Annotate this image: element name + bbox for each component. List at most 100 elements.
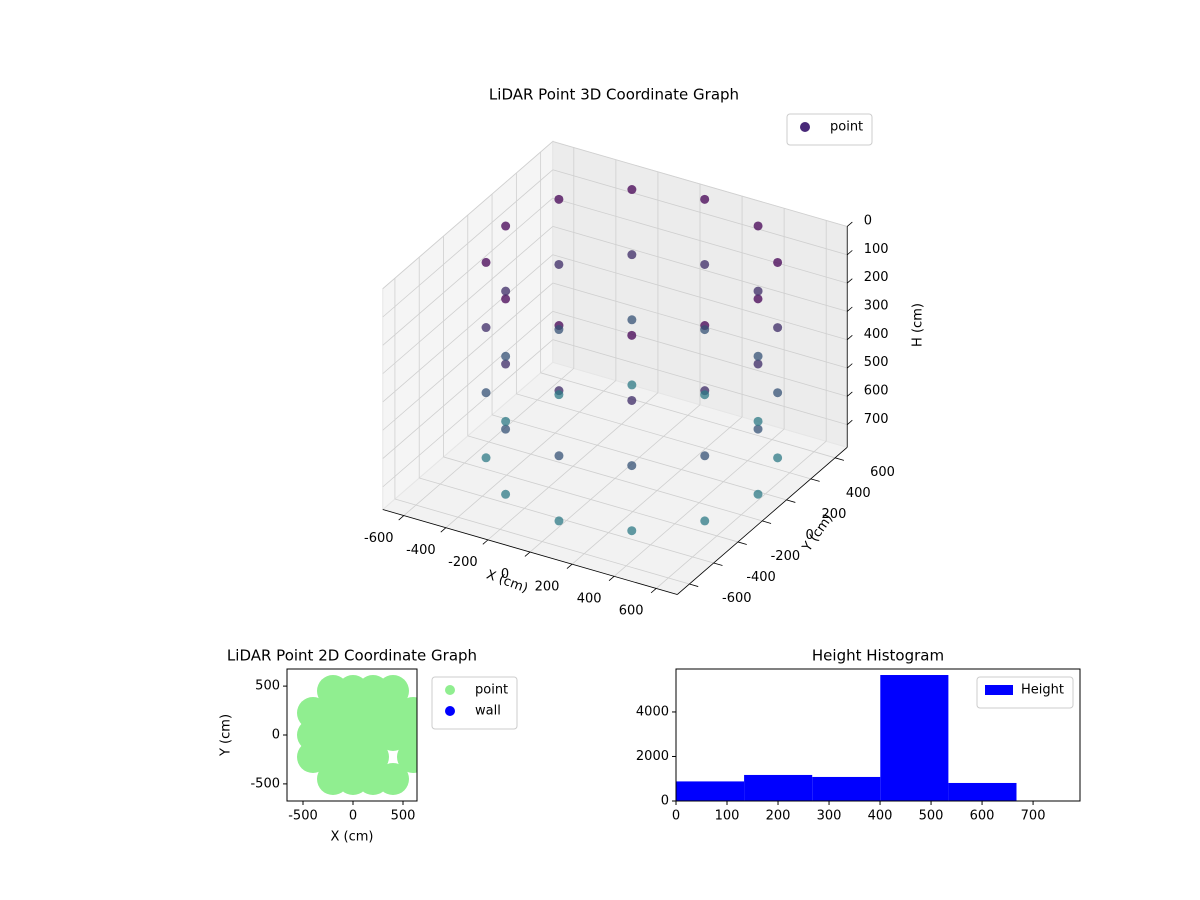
point: [554, 259, 564, 269]
x-tick-label: 0: [349, 809, 357, 824]
legend-label: point: [475, 683, 508, 698]
y-tick-label: 0: [661, 794, 669, 809]
x-tick-label: 300: [817, 809, 842, 824]
point: [481, 323, 491, 333]
y-axis-line: [676, 447, 848, 595]
grid-line: [394, 498, 690, 585]
tick-mark: [810, 478, 820, 482]
grid-line: [382, 226, 554, 374]
tick-mark: [482, 539, 489, 545]
legend-label: point: [830, 120, 863, 135]
point: [753, 489, 763, 499]
x-tick-label: 0: [672, 809, 680, 824]
grid-line: [419, 477, 714, 564]
point: [554, 451, 564, 461]
point: [501, 294, 511, 304]
bar: [812, 776, 881, 801]
x-axis-label: X (cm): [331, 830, 374, 845]
point: [773, 323, 783, 333]
z-tick-label: 200: [864, 270, 889, 285]
tick-mark: [737, 541, 747, 545]
legend-marker: [445, 685, 455, 695]
tick-mark: [846, 306, 853, 312]
grid-line: [382, 311, 554, 459]
point: [753, 294, 763, 304]
z-tick-label: 400: [864, 327, 889, 342]
y-tick-label: 500: [255, 679, 280, 694]
tick-mark: [608, 576, 615, 582]
point: [554, 325, 564, 335]
point: [700, 516, 710, 526]
point: [627, 185, 637, 195]
tick-mark: [846, 363, 853, 369]
tick-mark: [834, 457, 845, 461]
grid-line: [552, 310, 848, 397]
y-tick-label: 0: [272, 728, 280, 743]
point: [481, 257, 491, 267]
x-axis-line: [382, 509, 678, 595]
bar: [948, 782, 1017, 801]
point: [554, 516, 564, 526]
point: [773, 388, 783, 398]
x-tick-label: 500: [391, 809, 416, 824]
legend-label: wall: [475, 704, 501, 719]
point: [397, 697, 417, 729]
x-tick-label: 600: [970, 809, 995, 824]
point: [700, 259, 710, 269]
z-tick-label: 100: [864, 242, 889, 257]
z-axis-label: H (cm): [911, 303, 926, 347]
axes-frame: [675, 668, 1081, 802]
grid-line: [382, 197, 554, 346]
tick-mark: [398, 515, 405, 521]
tick-mark: [846, 335, 853, 341]
bar: [880, 675, 949, 801]
x-tick-label: -200: [448, 555, 478, 570]
y-tick-label: 400: [846, 486, 871, 501]
grid-line: [382, 141, 554, 289]
z-tick-label: 600: [864, 383, 889, 398]
point: [627, 315, 637, 325]
point: [627, 461, 637, 471]
point: [554, 390, 564, 400]
z-tick-label: 700: [864, 412, 889, 427]
bar: [744, 774, 813, 801]
x-tick-label: 500: [919, 809, 944, 824]
x-tick-label: -500: [288, 809, 318, 824]
grid-line: [552, 197, 848, 284]
point: [700, 194, 710, 204]
grid-line: [382, 339, 554, 488]
legend-marker: [800, 122, 810, 132]
point: [501, 489, 511, 499]
tick-mark: [650, 588, 657, 594]
point: [773, 257, 783, 267]
grid-line: [552, 339, 848, 426]
tick-mark: [689, 583, 699, 587]
grid-line: [382, 169, 554, 318]
point: [357, 741, 389, 773]
tick-mark: [846, 278, 853, 284]
point: [773, 453, 783, 463]
legend-box: [976, 676, 1074, 709]
legend-marker: [445, 706, 455, 716]
y-tick-label: -400: [746, 570, 776, 585]
chart-title: Height Histogram: [812, 647, 944, 665]
point: [627, 330, 637, 340]
point: [501, 359, 511, 369]
grid-line: [540, 372, 836, 459]
x-tick-label: 0: [501, 567, 509, 582]
y-tick-label: -600: [722, 591, 752, 606]
tick-mark: [440, 527, 447, 533]
grid-line: [491, 414, 787, 501]
bar: [676, 781, 745, 801]
y-axis-label: Y (cm): [219, 714, 234, 757]
point: [753, 359, 763, 369]
point: [501, 286, 511, 296]
tick-mark: [762, 520, 772, 524]
point: [753, 416, 763, 426]
point: [554, 194, 564, 204]
z-tick-label: 300: [864, 299, 889, 314]
chart-title: LiDAR Point 2D Coordinate Graph: [227, 647, 477, 665]
grid-line: [443, 456, 739, 543]
